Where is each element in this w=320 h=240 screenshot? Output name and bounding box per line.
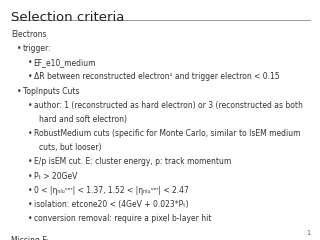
Text: •: •	[28, 186, 32, 195]
Text: •: •	[28, 157, 32, 166]
Text: Pₜ > 20GeV: Pₜ > 20GeV	[34, 172, 77, 180]
Text: RobustMedium cuts (specific for Monte Carlo, similar to IsEM medium: RobustMedium cuts (specific for Monte Ca…	[34, 129, 300, 138]
Text: •: •	[28, 200, 32, 209]
Text: •: •	[28, 129, 32, 138]
Text: 1: 1	[306, 230, 310, 236]
Text: E/p isEM cut. E: cluster energy, p: track momentum: E/p isEM cut. E: cluster energy, p: trac…	[34, 157, 231, 166]
Text: isolation: etcone20 < (4GeV + 0.023*Pₜ): isolation: etcone20 < (4GeV + 0.023*Pₜ)	[34, 200, 188, 209]
Text: EF_e10_medium: EF_e10_medium	[34, 58, 96, 67]
Text: •: •	[28, 214, 32, 223]
Text: •: •	[28, 172, 32, 180]
Text: •: •	[28, 72, 32, 81]
Text: 0 < |ηₙₗᵤˢᵉʳ| < 1.37, 1.52 < |ηₙₗᵤˢᵉʳ| < 2.47: 0 < |ηₙₗᵤˢᵉʳ| < 1.37, 1.52 < |ηₙₗᵤˢᵉʳ| <…	[34, 186, 188, 195]
Text: •: •	[17, 44, 22, 53]
Text: Missing Eₜ: Missing Eₜ	[11, 236, 50, 240]
Text: hard and soft electron): hard and soft electron)	[39, 115, 127, 124]
Text: cuts, but looser): cuts, but looser)	[39, 143, 102, 152]
Text: Selection criteria: Selection criteria	[11, 11, 124, 24]
Text: Electrons: Electrons	[11, 30, 47, 39]
Text: conversion removal: require a pixel b-layer hit: conversion removal: require a pixel b-la…	[34, 214, 211, 223]
Text: ΔR between reconstructed electron¹ and trigger electron < 0.15: ΔR between reconstructed electron¹ and t…	[34, 72, 279, 81]
Text: author: 1 (reconstructed as hard electron) or 3 (reconstructed as both: author: 1 (reconstructed as hard electro…	[34, 101, 302, 110]
Text: TopInputs Cuts: TopInputs Cuts	[23, 87, 80, 96]
Text: •: •	[17, 87, 22, 96]
Text: trigger:: trigger:	[23, 44, 52, 53]
Text: •: •	[28, 101, 32, 110]
Text: •: •	[28, 58, 32, 67]
